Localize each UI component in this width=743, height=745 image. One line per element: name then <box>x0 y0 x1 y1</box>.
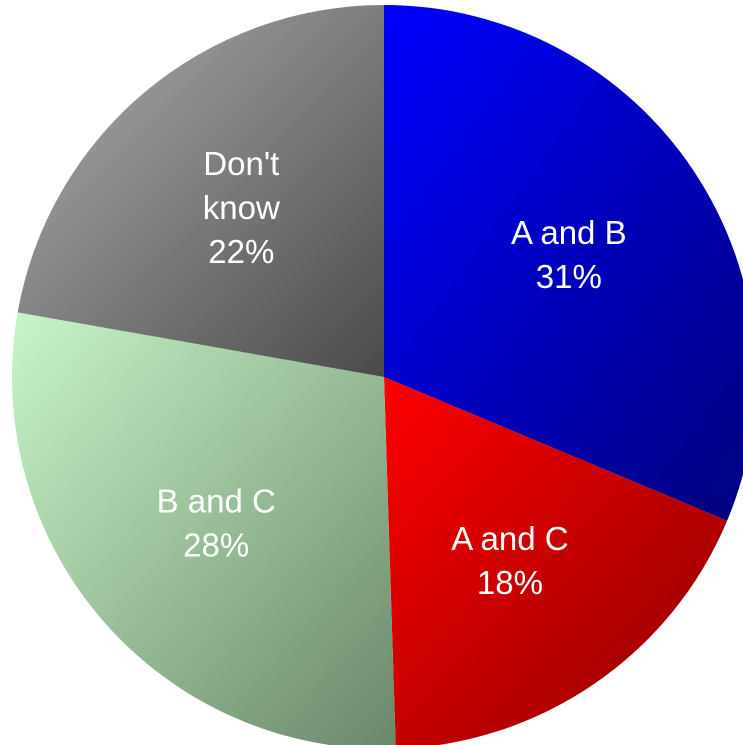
pie-label-percent: 22% <box>208 233 274 270</box>
pie-label-b-and-c: B and C 28% <box>157 482 276 563</box>
pie-label-a-and-b: A and B 31% <box>511 214 627 295</box>
pie-label-a-and-c: A and C 18% <box>451 520 568 601</box>
pie-label-category: know <box>203 189 280 226</box>
pie-label-category: A and C <box>451 520 568 557</box>
labels-layer: A and B 31% A and C 18% B and C 28% Don't know 2… <box>157 145 627 601</box>
pie-label-category: A and B <box>511 214 627 251</box>
pie-label-percent: 18% <box>477 564 543 601</box>
pie-label-percent: 31% <box>536 258 602 295</box>
pie-label-category: Don't <box>203 145 279 182</box>
slices-layer <box>12 5 743 745</box>
pie-slice-don-t-know <box>17 5 385 377</box>
pie-label-category: B and C <box>157 482 276 519</box>
pie-slice-b-and-c <box>12 312 396 745</box>
pie-label-percent: 28% <box>183 526 249 563</box>
pie-label-don-t-know: Don't know 22% <box>203 145 280 270</box>
pie-slice-a-and-b <box>384 5 743 521</box>
pie-slice-a-and-c <box>384 377 728 745</box>
